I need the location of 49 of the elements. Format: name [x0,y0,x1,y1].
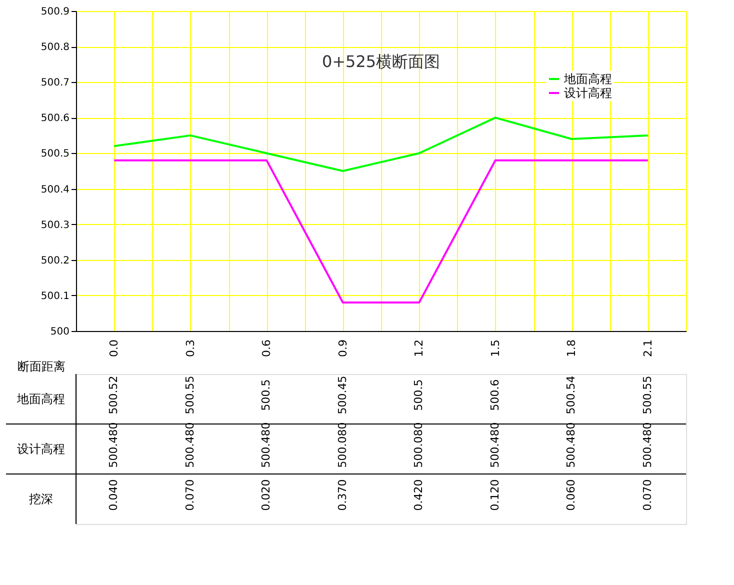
text: 0.060 [564,479,578,511]
y-tick-label: 500.6 [40,113,70,124]
text: 500.480 [564,422,578,468]
text: 0.020 [260,479,273,511]
text: 500.080 [336,422,349,468]
line-series [113,116,649,172]
y-tick-label: 500.7 [40,78,70,89]
text: 500.52 [107,376,120,414]
x-tick-label: 0.9 [336,340,350,357]
text: 500.55 [183,376,196,414]
text: 0.120 [488,479,502,511]
x-tick-label: 1.8 [565,340,578,357]
text: 500.5 [412,379,426,411]
text: 地面高程 [17,392,65,406]
text: 500.55 [640,376,654,414]
x-tick-label: 1.5 [488,340,502,357]
text: 500.480 [183,422,196,468]
y-tick-label: 500.5 [40,148,70,160]
text: 0.370 [336,479,349,511]
text: 设计高程 [17,442,65,456]
y-tick-label: 500.9 [40,6,70,18]
text: 500.480 [107,422,120,468]
text: 500.480 [640,422,654,468]
text: 500.480 [488,422,502,468]
legend-label: 地面高程 [563,72,612,86]
text: 500.6 [488,379,502,411]
text: 0.070 [640,479,654,511]
text: 500.480 [260,422,273,468]
y-tick-label: 500 [50,326,70,338]
x-tick-label: 1.2 [412,340,426,357]
text: 0.420 [412,479,426,511]
text: 500.080 [412,422,426,468]
x-tick-label: 2.1 [641,340,654,357]
y-tick-label: 500.2 [40,255,70,266]
y-tick-label: 500.1 [40,290,70,302]
text: 500.5 [260,379,273,411]
text: 0.070 [183,479,196,511]
x-axis-title: 断面距离 [18,360,66,374]
y-tick-label: 500.3 [40,220,70,231]
x-tick-label: 0.0 [108,340,121,357]
text: 0.040 [107,479,120,511]
x-tick-label: 0.6 [260,340,274,357]
legend-label: 设计高程 [564,86,612,100]
x-tick-label: 0.3 [184,340,197,357]
text: 500.54 [564,376,578,414]
y-tick-label: 500.8 [40,42,70,54]
y-tick-label: 500.4 [40,184,70,196]
text: 500.45 [336,376,349,414]
text: 挖深 [29,492,53,506]
